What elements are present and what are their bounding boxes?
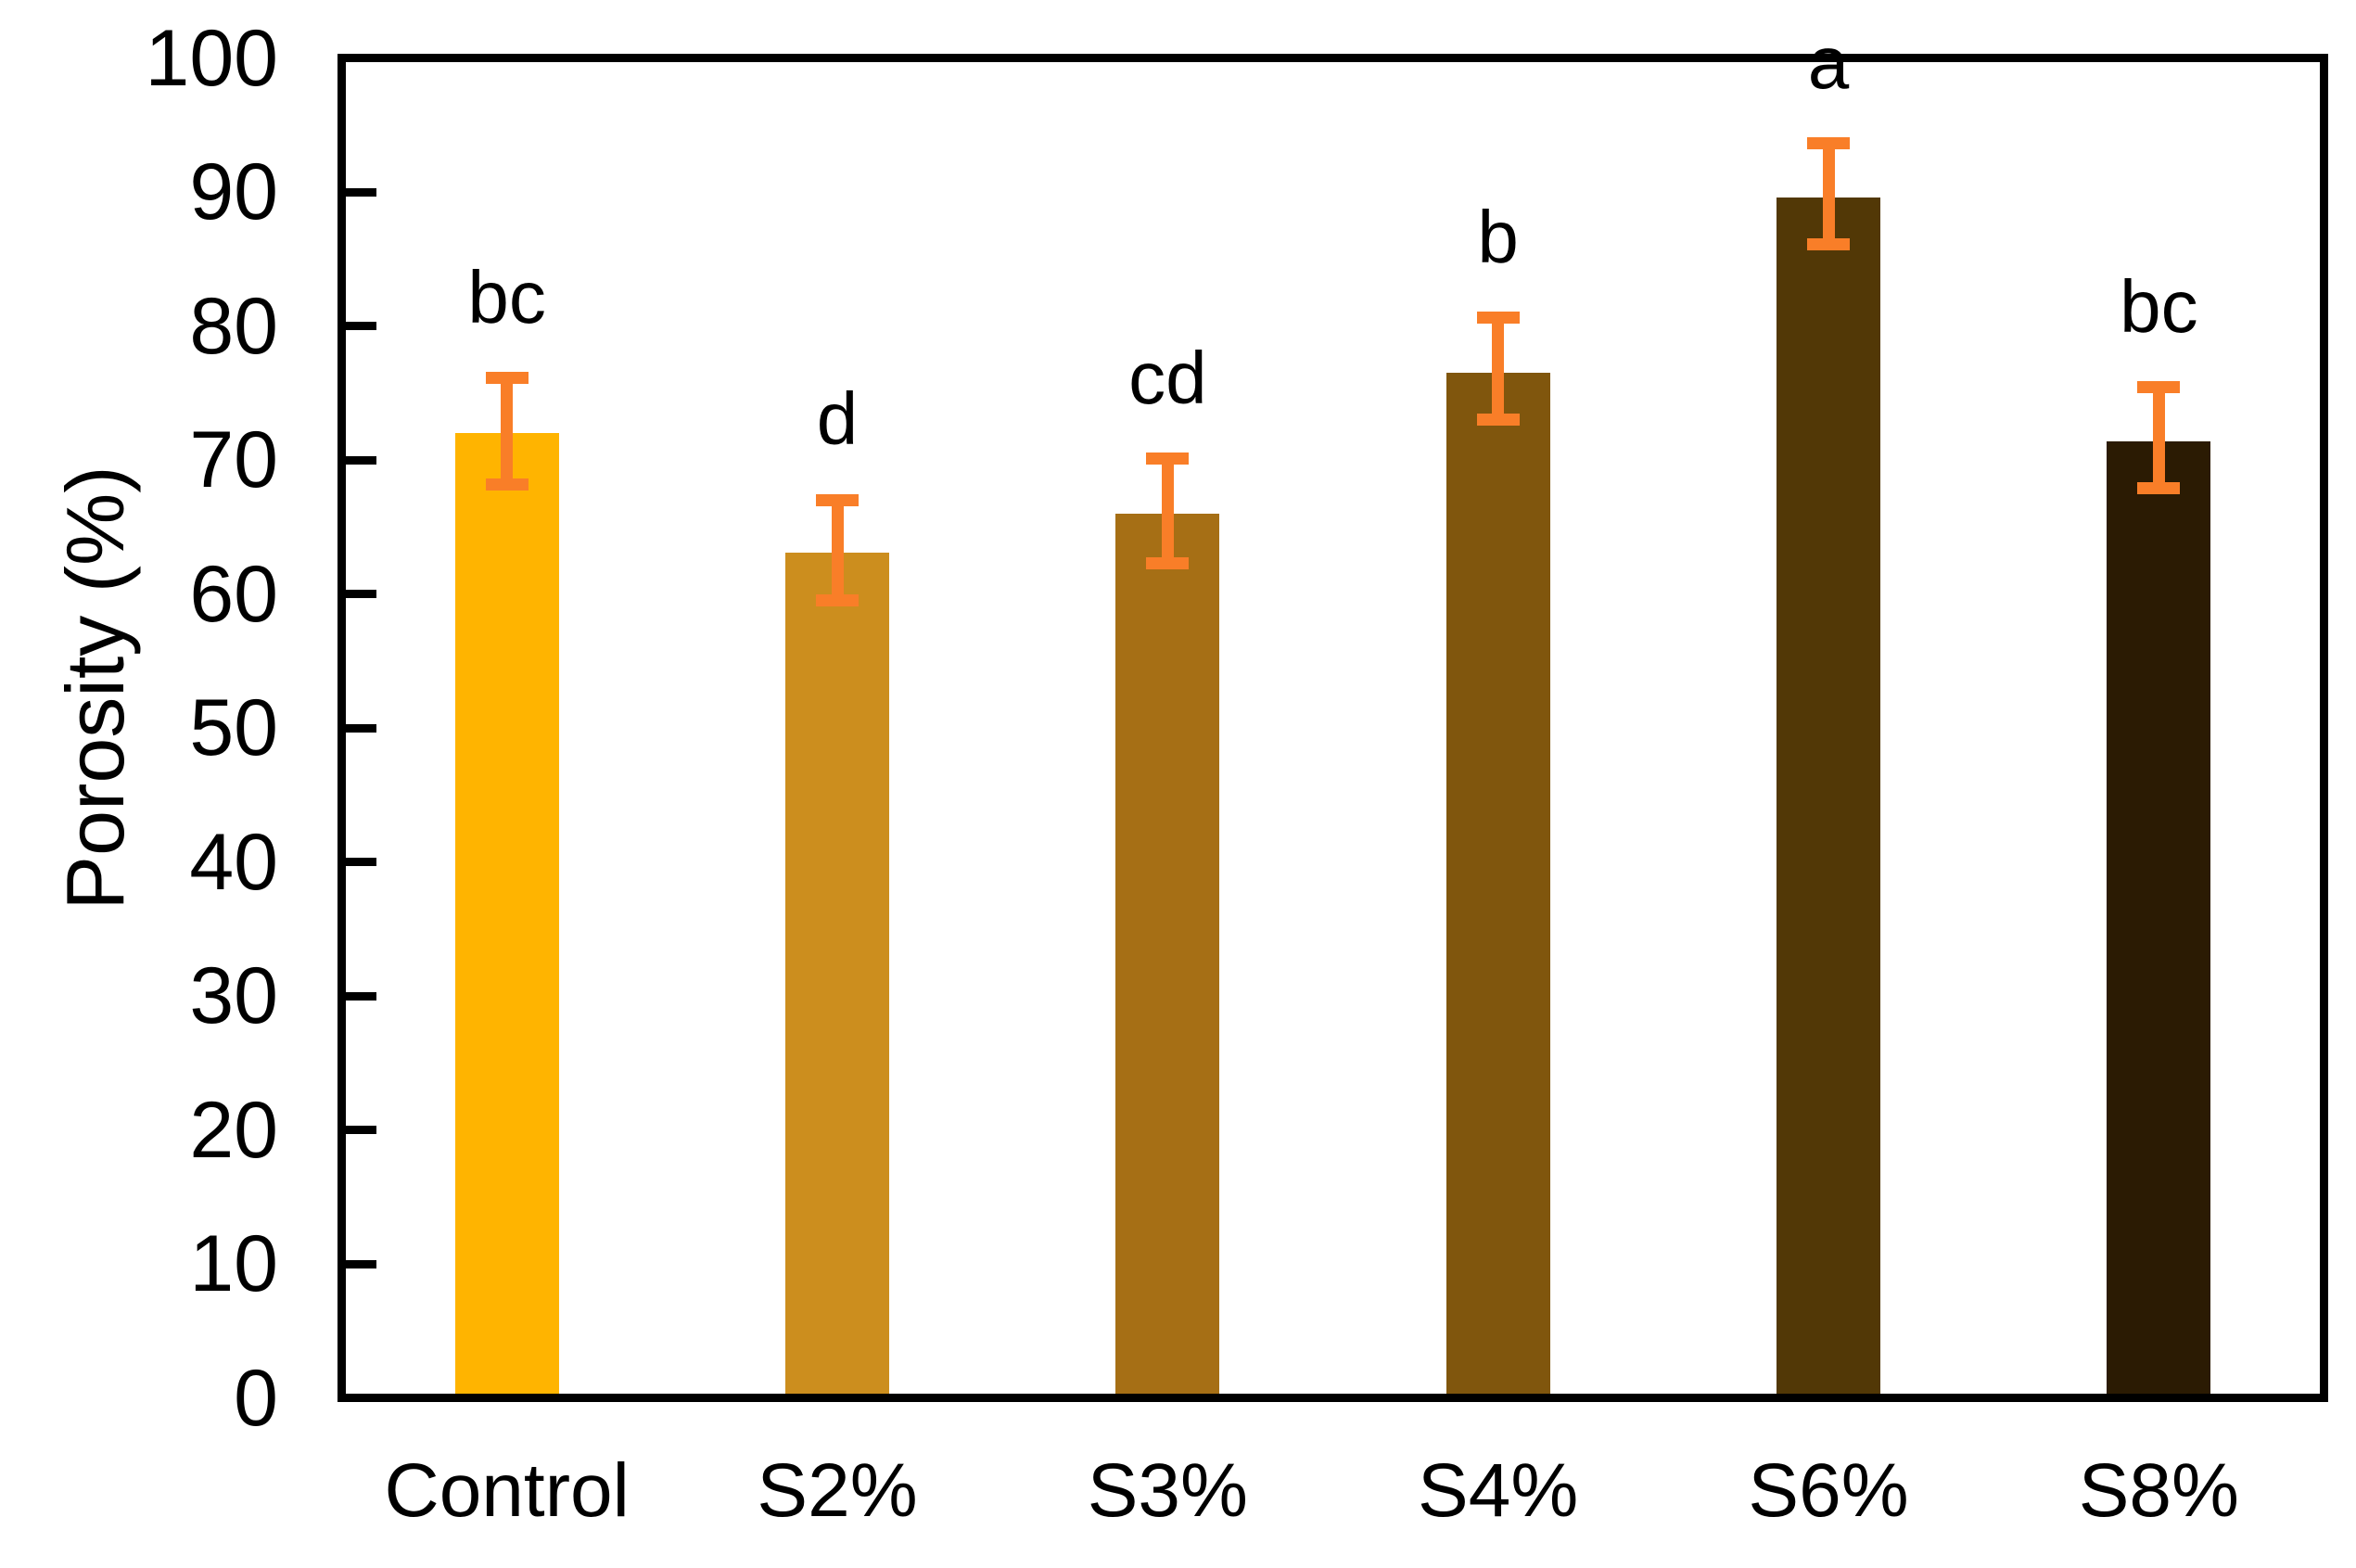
- error-bar-line: [1822, 143, 1835, 245]
- y-tick-mark: [346, 1259, 376, 1268]
- bar-s2: [785, 552, 889, 1394]
- x-category-label: S3%: [1087, 1448, 1248, 1533]
- y-tick-label: 40: [189, 817, 278, 907]
- x-category-label: S8%: [2078, 1448, 2239, 1533]
- error-bar-cap-bottom: [485, 478, 529, 491]
- error-bar-line: [2152, 387, 2165, 489]
- y-tick-mark: [346, 590, 376, 598]
- error-bar-line: [1161, 458, 1174, 564]
- error-bar-cap-top: [2137, 381, 2181, 394]
- significance-letter: bc: [467, 255, 546, 338]
- y-tick-label: 90: [189, 147, 278, 236]
- y-tick-mark: [346, 991, 376, 1001]
- y-tick-label: 20: [189, 1085, 278, 1175]
- error-bar-cap-bottom: [816, 594, 859, 607]
- y-tick-label: 0: [234, 1353, 278, 1443]
- error-bar-cap-bottom: [2137, 481, 2181, 494]
- significance-letter: a: [1807, 20, 1850, 104]
- error-bar-cap-bottom: [1807, 237, 1850, 250]
- significance-letter: b: [1477, 195, 1519, 278]
- y-tick-mark: [346, 455, 376, 465]
- error-bar-cap-top: [485, 372, 529, 385]
- y-tick-label: 80: [189, 281, 278, 371]
- x-category-label: S4%: [1418, 1448, 1579, 1533]
- y-tick-mark: [346, 858, 376, 866]
- bar-s3: [1115, 513, 1220, 1394]
- significance-letter: d: [816, 377, 859, 461]
- x-category-label: S6%: [1748, 1448, 1909, 1533]
- error-bar-line: [1492, 317, 1505, 420]
- y-tick-mark: [346, 723, 376, 733]
- plot-area: [337, 54, 2328, 1402]
- error-bar-cap-top: [1476, 312, 1520, 325]
- bar-s6: [1777, 197, 1880, 1394]
- error-bar-cap-bottom: [1146, 556, 1190, 569]
- bar-control: [454, 433, 559, 1394]
- y-tick-label: 70: [189, 415, 278, 504]
- y-tick-label: 100: [145, 13, 279, 103]
- y-tick-mark: [346, 322, 376, 330]
- error-bar-cap-top: [816, 493, 859, 506]
- y-tick-label: 50: [189, 683, 278, 772]
- y-tick-label: 10: [189, 1219, 278, 1308]
- error-bar-line: [501, 377, 514, 484]
- x-category-label: Control: [384, 1448, 630, 1533]
- bar-s4: [1445, 373, 1550, 1394]
- y-tick-label: 60: [189, 549, 278, 639]
- y-tick-label: 30: [189, 951, 278, 1040]
- y-tick-mark: [346, 187, 376, 197]
- error-bar-cap-top: [1807, 137, 1850, 150]
- error-bar-line: [831, 500, 844, 601]
- error-bar-cap-top: [1146, 453, 1190, 465]
- error-bar-cap-bottom: [1476, 414, 1520, 427]
- significance-letter: bc: [2120, 264, 2198, 348]
- x-category-label: S2%: [757, 1448, 918, 1533]
- significance-letter: cd: [1128, 336, 1207, 419]
- y-tick-mark: [346, 1126, 376, 1134]
- bar-s8: [2107, 440, 2211, 1394]
